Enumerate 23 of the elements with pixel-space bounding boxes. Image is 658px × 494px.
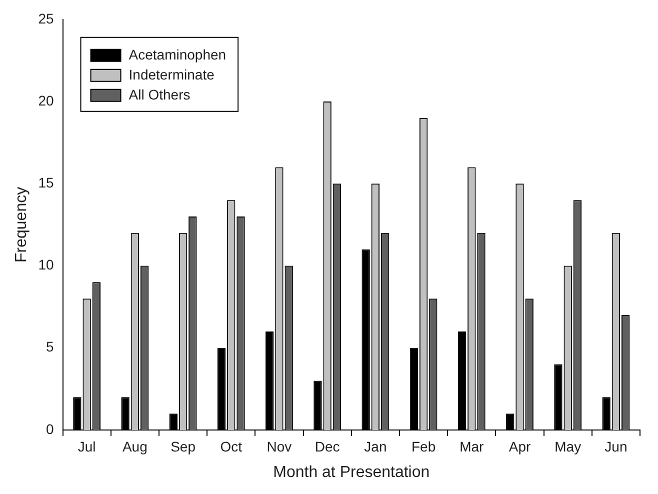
x-tick-label: May [554,438,582,454]
y-tick-label: 25 [38,10,54,26]
x-tick-label: Jun [604,438,628,454]
legend-label: Indeterminate [128,66,215,82]
x-tick-label: Aug [122,438,148,454]
x-tick-label: Jan [364,438,387,454]
x-tick-label: Feb [411,438,436,454]
x-tick-label: Dec [314,438,340,454]
legend-label: All Others [128,86,190,102]
y-tick-label: 0 [46,420,54,437]
x-tick-label: Sep [170,438,196,454]
x-tick-label: Jul [78,438,96,454]
y-tick-label: 20 [38,92,54,108]
y-tick-label: 5 [46,338,54,355]
x-axis-title: Month at Presentation [273,464,430,481]
y-tick-label: 10 [38,256,54,273]
x-tick-label: Nov [266,438,292,454]
y-axis-title: Frequency [13,186,30,262]
legend-label: Acetaminophen [128,46,226,62]
x-tick-label: Oct [220,438,242,454]
y-tick-label: 15 [38,174,54,190]
x-tick-label: Mar [460,438,484,454]
x-tick-label: Apr [508,438,531,454]
